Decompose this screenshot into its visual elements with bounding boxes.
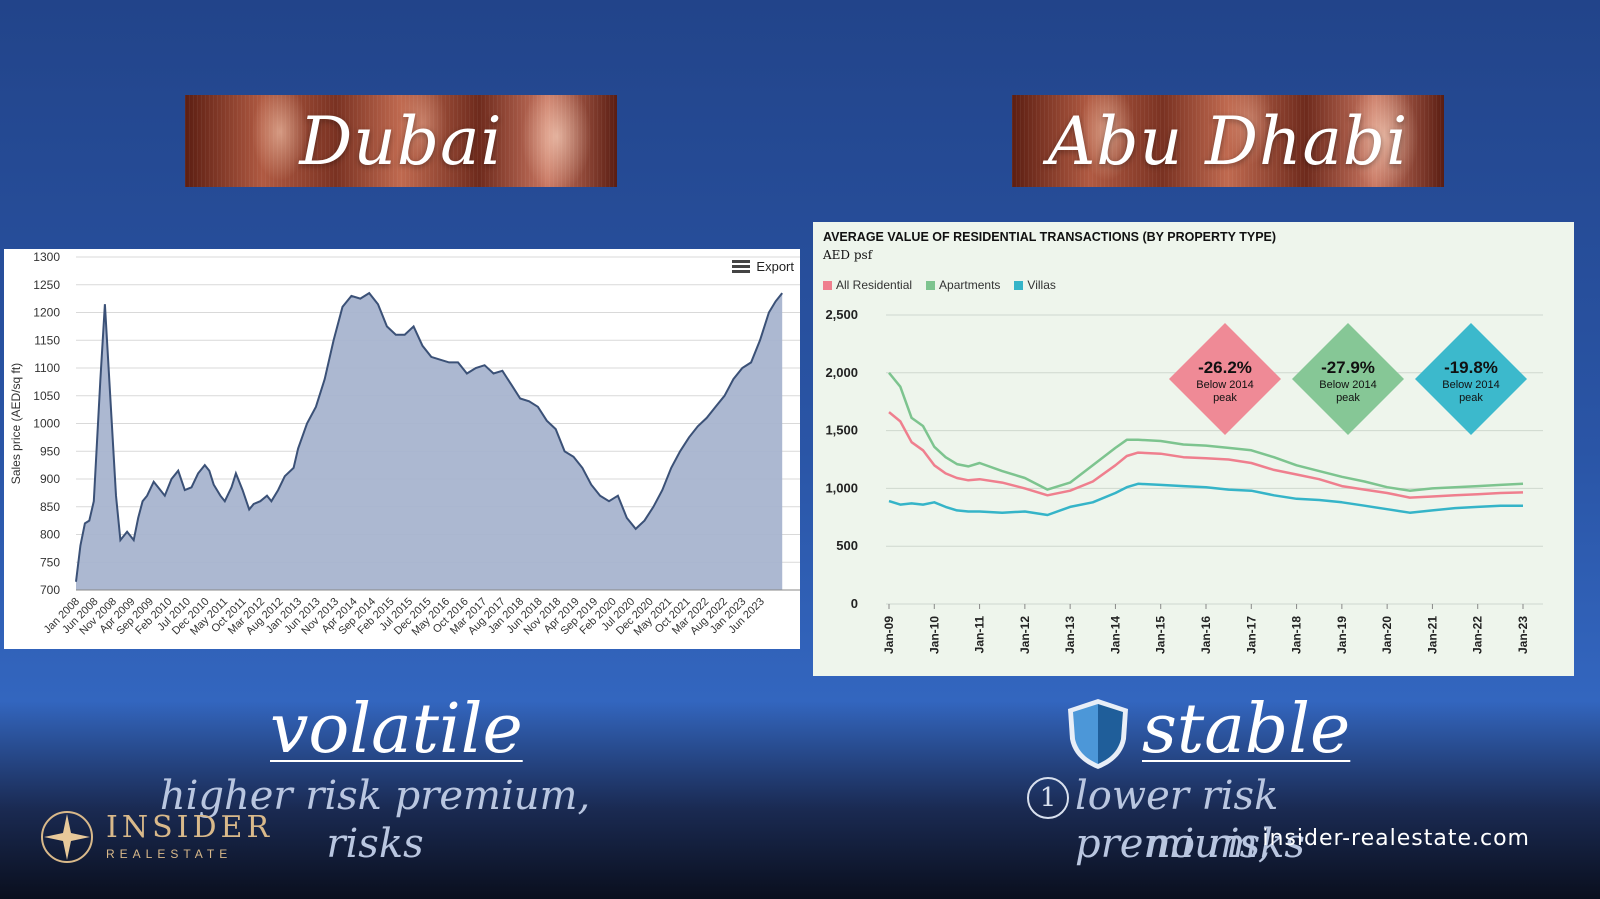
annotation-value: -27.9% [1321,358,1375,377]
legend-swatch [926,280,936,290]
x-tick-label: Jan-21 [1425,616,1439,654]
annotation-text: Below 2014 [1319,379,1377,391]
annotation-value: -26.2% [1198,358,1252,377]
legend-villas: Villas [1014,278,1056,292]
price-line [75,291,783,582]
y-tick-label: 950 [40,444,60,458]
dubai-banner: Dubai [185,95,617,187]
y-tick-label: 0 [851,596,858,611]
y-tick-label: 1200 [33,306,60,320]
abu-dhabi-chart-unit: AED psf [823,248,873,262]
dubai-subtitle-line2: risks [326,821,424,867]
y-tick-label: 500 [836,538,858,553]
annotation-text: peak [1213,392,1237,404]
legend-apartments: Apartments [926,278,1000,292]
x-tick-label: Jan-11 [973,616,987,654]
y-tick-label: 1250 [33,278,60,292]
abu-dhabi-subtitle-line1: lower risk premium, [1075,773,1279,867]
annotation-text: peak [1336,392,1360,404]
star-logo-icon [41,811,93,863]
annotation-shape [1415,323,1527,435]
series-line-apartments [888,372,1524,492]
x-tick-label: Jan-14 [1108,616,1122,654]
y-tick-label: 2,500 [825,307,858,322]
x-tick-label: Jan-18 [1290,616,1304,654]
abu-dhabi-banner: Abu Dhabi [1012,95,1444,187]
x-tick-label: Jan-10 [927,616,941,654]
legend-label: Villas [1027,278,1056,292]
website-url[interactable]: insider-realestate.com [1262,826,1530,851]
y-tick-label: 1,000 [825,480,858,495]
y-tick-label: 1050 [33,389,60,403]
shield-icon [1068,699,1128,769]
dubai-chart-panel: Export 700 750 800 850 900 950 1000 1050 1100 115… [4,249,800,649]
annotation-value: -19.8% [1444,358,1498,377]
legend-swatch [823,280,832,290]
abu-dhabi-price-chart: 0 500 1,000 1,500 2,000 2,500 Jan-09 Jan-10 Jan-… [825,307,1543,654]
y-tick-label: 1100 [34,361,60,375]
number-badge: 1 [1027,777,1069,819]
legend-label: All Residential [836,278,913,292]
y-tick-label: 1300 [33,250,60,264]
x-tick-label: Jan-09 [882,616,896,654]
x-tick-label: Jan-19 [1335,616,1349,654]
dubai-price-chart: 700 750 800 850 900 950 1000 1050 1100 1150 1200 12… [9,250,800,638]
y-tick-label: 700 [40,583,60,597]
y-tick-label: 850 [40,500,60,514]
abu-dhabi-subtitle-line2: no risks [1145,821,1305,867]
y-axis-label: Sales price (AED/sq ft) [9,363,23,484]
y-tick-label: 1000 [33,417,60,431]
y-tick-label: 900 [40,472,60,486]
x-tick-label: Jan-22 [1471,616,1485,654]
annotation-text: Below 2014 [1442,379,1500,391]
x-tick-label: Jan-20 [1380,616,1394,654]
x-tick-label: Jan-16 [1199,616,1213,654]
y-tick-label: 750 [40,555,60,569]
x-tick-label: Jan-13 [1063,616,1077,654]
export-label: Export [756,259,794,274]
x-tick-label: Jan-12 [1018,616,1032,654]
dubai-subtitle-line1: higher risk premium, [159,773,591,819]
insider-logo: INSIDER REALESTATE [40,810,273,864]
annotation-shape [1169,323,1281,435]
abu-dhabi-chart-panel: AVERAGE VALUE OF RESIDENTIAL TRANSACTION… [813,222,1574,676]
x-tick-label: Jan-23 [1516,616,1530,654]
legend-all-residential: All Residential [823,278,912,292]
y-tick-label: 1150 [34,333,60,347]
x-tick-label: Jan-15 [1154,616,1168,654]
abu-dhabi-chart-title: AVERAGE VALUE OF RESIDENTIAL TRANSACTION… [823,230,1277,244]
x-tick-label: Jan-17 [1244,616,1258,654]
abu-dhabi-title: Abu Dhabi [1047,102,1409,180]
series-line-all-residential [888,411,1524,499]
legend-swatch [1014,280,1024,290]
abu-dhabi-legend: All Residential Apartments Villas [823,278,1056,292]
export-button[interactable]: Export [732,259,794,274]
area-fill [76,293,783,590]
logo-sub-text: REALESTATE [106,847,233,861]
annotation-text: Below 2014 [1196,379,1254,391]
y-tick-label: 800 [40,528,60,542]
annotation-shape [1292,323,1404,435]
menu-icon [732,260,751,273]
annotation-text: peak [1459,392,1483,404]
y-tick-label: 2,000 [825,365,858,380]
legend-label: Apartments [939,278,1001,292]
dubai-keyword: volatile [270,690,523,769]
series-line-villas [888,482,1523,517]
abu-dhabi-keyword: stable [1142,690,1351,769]
y-tick-label: 1,500 [825,423,858,438]
dubai-title: Dubai [299,102,503,180]
logo-main-text: INSIDER [106,810,274,845]
